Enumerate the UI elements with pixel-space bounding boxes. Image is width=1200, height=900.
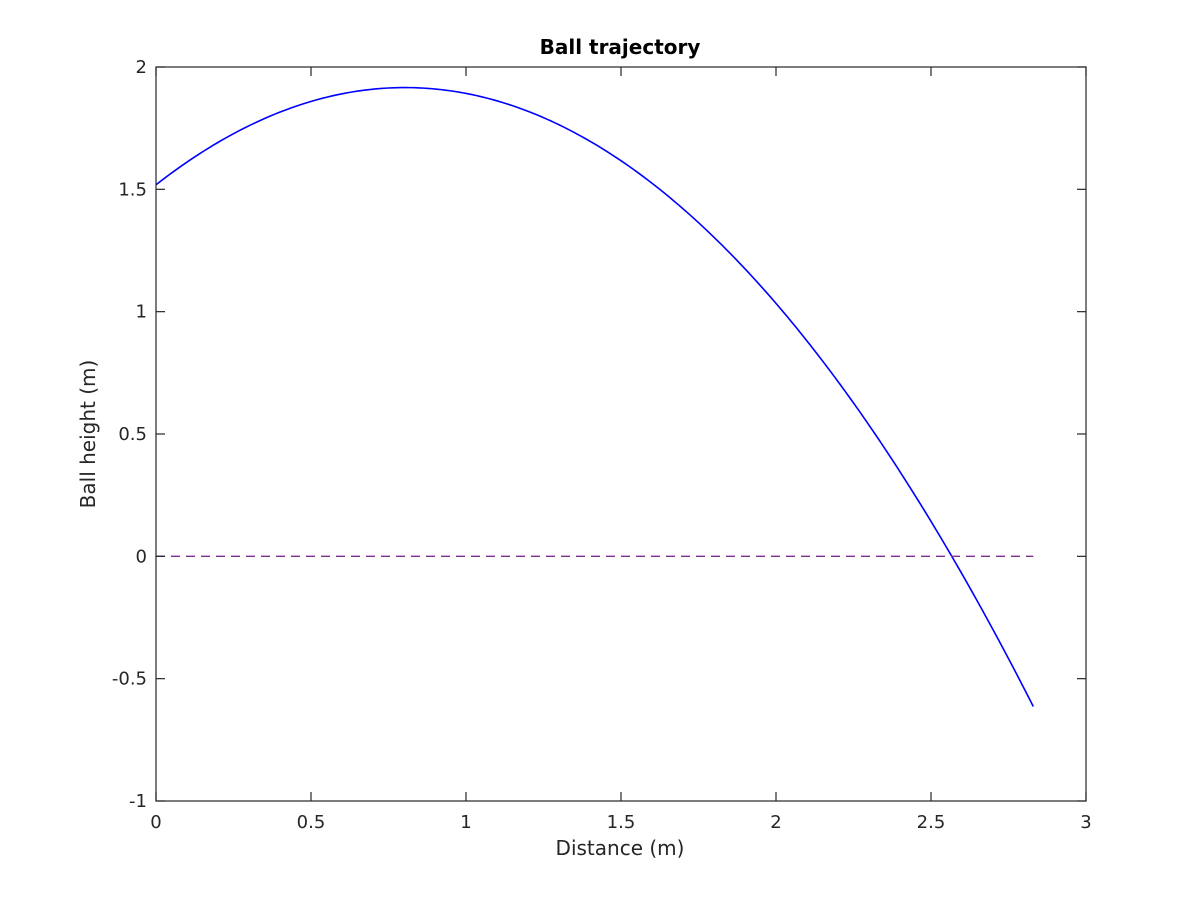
x-axis-label: Distance (m)	[556, 836, 685, 860]
y-tick-label: -1	[129, 791, 147, 812]
x-tick-label: 3	[1080, 812, 1091, 833]
x-tick-label: 0.5	[297, 812, 326, 833]
y-tick-label: 1.5	[118, 179, 147, 200]
x-tick-label: 1	[460, 812, 471, 833]
y-tick-label: -0.5	[112, 669, 147, 690]
x-tick-label: 0	[150, 812, 161, 833]
y-tick-label: 0.5	[118, 424, 147, 445]
y-axis-label: Ball height (m)	[76, 360, 100, 509]
plot-series	[155, 86, 1035, 707]
y-tick-label: 1	[136, 302, 147, 323]
x-tick-label: 1.5	[607, 812, 636, 833]
y-tick-label: 2	[136, 57, 147, 78]
trajectory-line	[155, 86, 1035, 707]
y-axis-ticks: -1 -0.5 0 0.5 1 1.5 2	[112, 57, 1086, 812]
x-tick-label: 2	[770, 812, 781, 833]
x-tick-label: 2.5	[917, 812, 946, 833]
chart-title: Ball trajectory	[540, 35, 701, 59]
y-tick-label: 0	[136, 546, 147, 567]
x-axis-ticks: 0 0.5 1 1.5 2 2.5 3	[150, 67, 1092, 833]
axes-box	[155, 66, 1087, 802]
